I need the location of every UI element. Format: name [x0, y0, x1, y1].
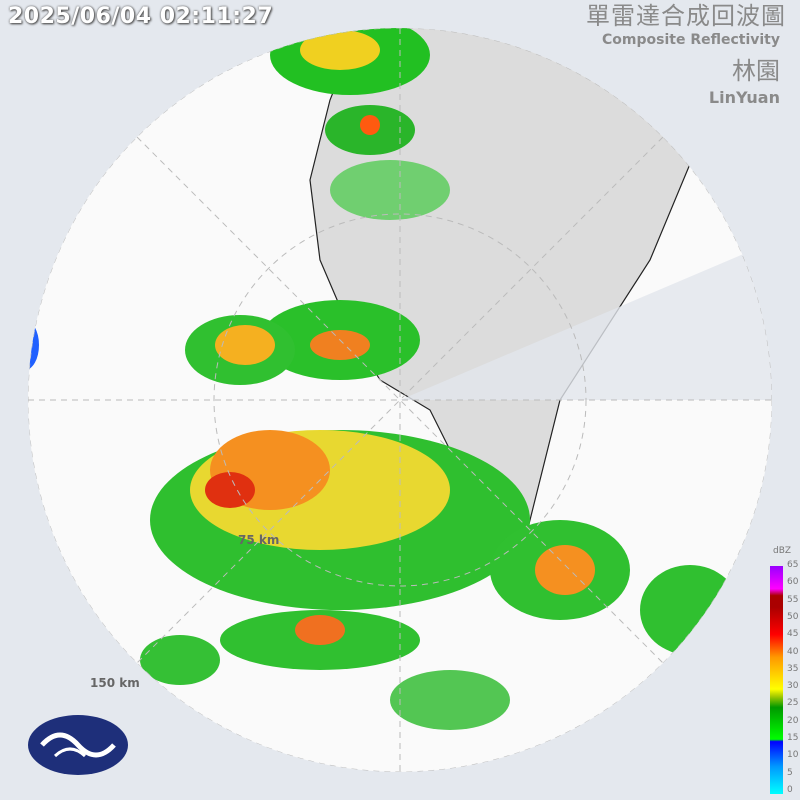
legend-tick: 20	[787, 715, 799, 726]
title-chinese: 單雷達合成回波圖	[586, 2, 786, 30]
legend-tick: 60	[787, 577, 799, 588]
range-label-150: 150 km	[90, 676, 140, 690]
legend-tick: 10	[787, 750, 799, 761]
station-name-chinese: 林園	[732, 57, 780, 85]
legend-tick: 45	[787, 629, 799, 640]
legend-tick: 35	[787, 663, 799, 674]
range-rings	[28, 28, 772, 772]
color-legend-bar	[770, 566, 783, 794]
legend-tick: 50	[787, 611, 799, 622]
legend-tick: 55	[787, 594, 799, 605]
legend-tick: 65	[787, 560, 799, 570]
legend-tick: 30	[787, 681, 799, 692]
legend-tick: 0	[787, 784, 793, 795]
legend-unit: dBZ	[773, 546, 792, 556]
title-english: Composite Reflectivity	[602, 32, 780, 48]
timestamp: 2025/06/04 02:11:27	[8, 4, 274, 29]
beam-blockage	[400, 230, 772, 400]
range-label-75: 75 km	[238, 533, 280, 547]
legend-tick: 15	[787, 733, 799, 743]
cwa-logo	[28, 715, 128, 775]
legend-tick: 5	[787, 767, 793, 778]
legend-tick: 40	[787, 646, 799, 657]
legend-tick: 25	[787, 698, 799, 709]
station-name-english: LinYuan	[708, 88, 780, 107]
